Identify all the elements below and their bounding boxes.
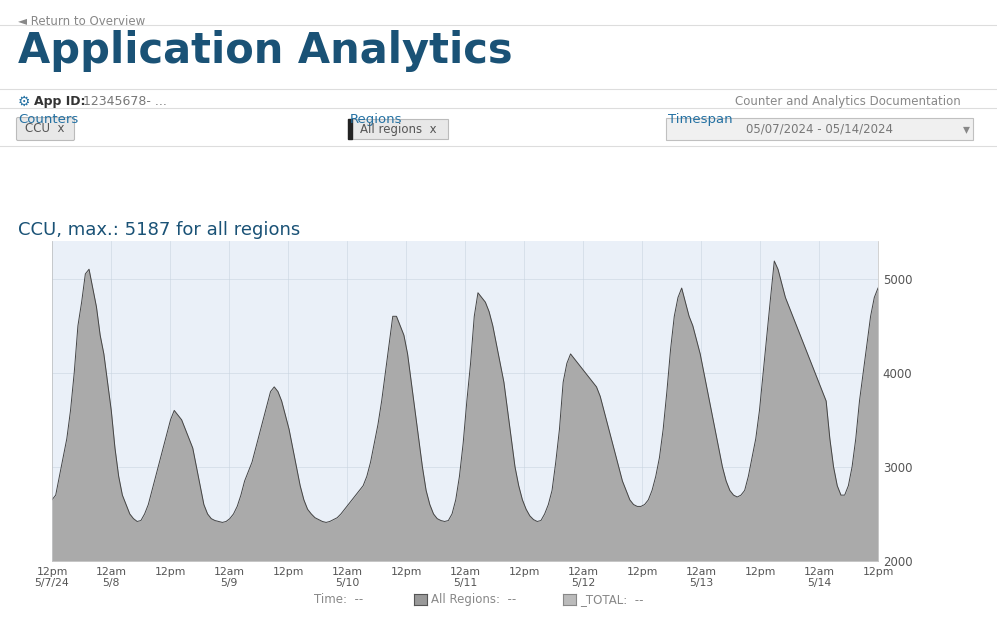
Bar (666, 118, 973, 140)
Text: Counter and Analytics Documentation: Counter and Analytics Documentation (735, 95, 961, 108)
Text: Counters: Counters (18, 113, 78, 126)
Text: Time:  --: Time: -- (314, 593, 364, 605)
Text: 12345678- ...: 12345678- ... (83, 95, 166, 108)
Bar (348, 119, 448, 139)
Text: Timespan: Timespan (668, 113, 733, 126)
Text: Regions: Regions (350, 113, 403, 126)
Text: ⚙: ⚙ (18, 95, 31, 109)
Bar (348, 119, 352, 139)
Text: All regions  x: All regions x (360, 123, 437, 135)
Text: CCU  x: CCU x (25, 123, 65, 135)
Text: 05/07/2024 - 05/14/2024: 05/07/2024 - 05/14/2024 (746, 123, 892, 135)
Text: CCU, max.: 5187 for all regions: CCU, max.: 5187 for all regions (18, 221, 300, 239)
Text: ▾: ▾ (962, 122, 969, 136)
Text: Application Analytics: Application Analytics (18, 30, 512, 72)
Text: App ID:: App ID: (34, 95, 86, 108)
FancyBboxPatch shape (17, 118, 75, 141)
Text: ◄ Return to Overview: ◄ Return to Overview (18, 15, 146, 28)
Text: _TOTAL:  --: _TOTAL: -- (580, 593, 644, 605)
Text: All Regions:  --: All Regions: -- (431, 593, 516, 605)
